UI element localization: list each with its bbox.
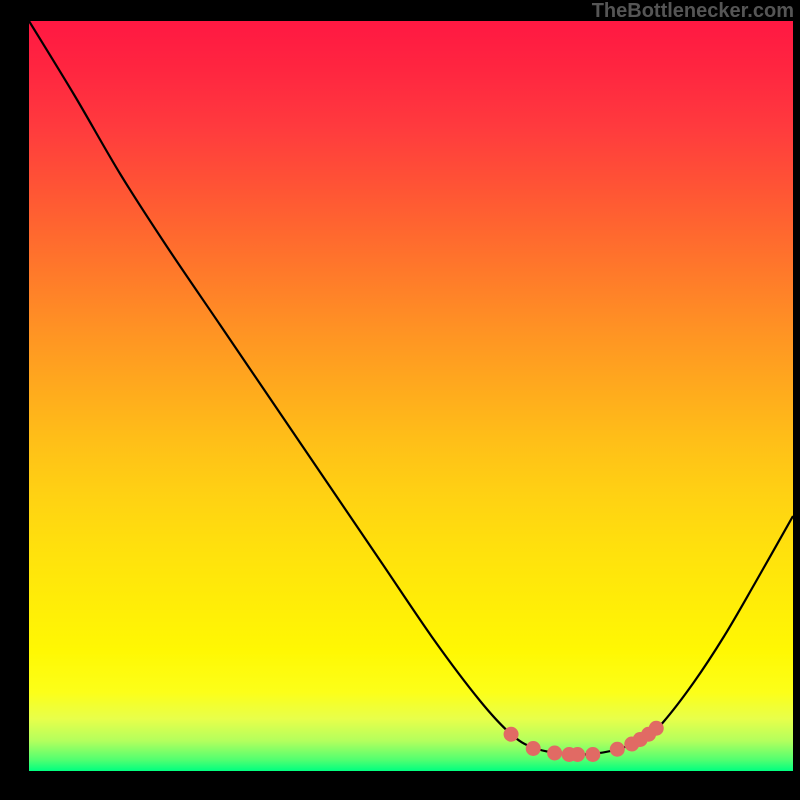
valley-marker (526, 741, 541, 756)
chart-svg (0, 0, 800, 800)
gradient-background (29, 21, 793, 771)
valley-marker (649, 721, 664, 736)
valley-marker (570, 747, 585, 762)
valley-marker (504, 727, 519, 742)
valley-marker (547, 746, 562, 761)
attribution-label: TheBottlenecker.com (592, 0, 794, 23)
valley-marker (585, 747, 600, 762)
valley-marker (610, 742, 625, 757)
bottleneck-chart: TheBottlenecker.com (0, 0, 800, 800)
